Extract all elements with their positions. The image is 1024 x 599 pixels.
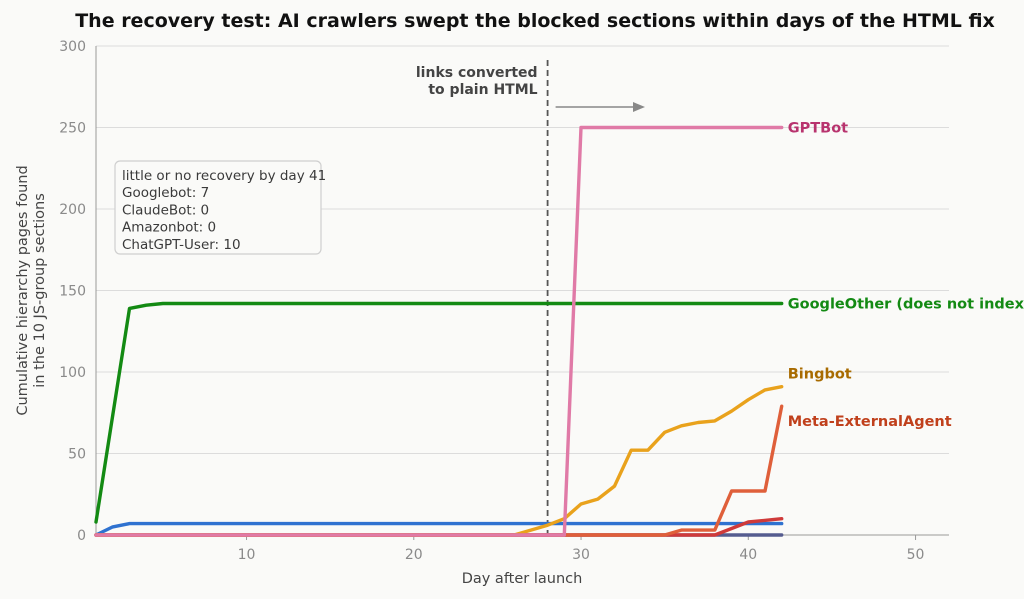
note-box-line: little or no recovery by day 41 [122,168,326,184]
series-line [94,125,784,537]
note-box: little or no recovery by day 41Googlebot… [114,160,326,255]
series-end-label: GoogleOther (does not index) [788,297,1024,313]
y-tick-label: 200 [59,202,86,218]
y-tick-label: 0 [77,528,86,544]
series-end-label: GPTBot [788,121,848,137]
series-line [94,404,784,537]
note-box-line: ChatGPT-User: 10 [122,237,241,253]
fix-marker-arrowhead [633,102,645,112]
y-tick-label: 250 [59,121,86,137]
series-layer [94,125,784,537]
series-end-label: Bingbot [788,367,852,383]
y-axis-label-line: Cumulative hierarchy pages found [15,165,31,415]
x-tick-label: 30 [572,547,590,563]
x-tick-label: 50 [907,547,925,563]
y-tick-label: 300 [59,39,86,55]
x-tick-label: 40 [739,547,757,563]
y-axis-label-line: in the 10 JS-group sections [32,193,48,388]
note-box-line: Googlebot: 7 [122,185,209,201]
series-line [94,521,784,537]
fix-marker-label: to plain HTML [428,82,537,98]
y-tick-label: 150 [59,284,86,300]
series-labels: GoogleOther (does not index) GPTBot Bingbo… [788,121,1024,430]
y-tick-label: 50 [68,447,86,463]
fix-marker-label: links converted [416,65,538,81]
series-line [94,385,784,537]
series-line [94,301,784,524]
x-tick-label: 20 [405,547,423,563]
series-end-label: Meta-ExternalAgent [788,414,952,430]
y-tick-label: 100 [59,365,86,381]
x-tick-label: 10 [238,547,256,563]
note-box-frame [114,160,322,255]
note-box-line: Amazonbot: 0 [122,220,216,236]
note-box-line: ClaudeBot: 0 [122,202,209,218]
x-axis-label: Day after launch [462,571,583,587]
chart-title: The recovery test: AI crawlers swept the… [75,10,995,32]
y-axis-label: Cumulative hierarchy pages foundin the 1… [15,165,48,415]
